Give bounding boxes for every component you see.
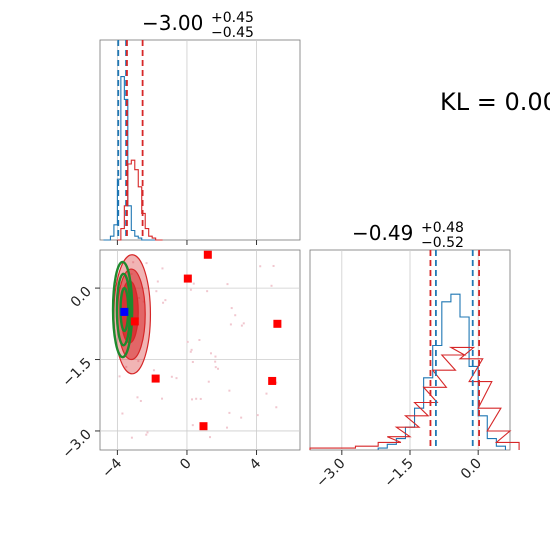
histogram-series xyxy=(117,159,163,241)
sample-dot xyxy=(259,265,262,268)
sample-dot xyxy=(125,365,128,368)
sample-dot xyxy=(214,366,217,369)
sample-dot xyxy=(191,360,194,363)
bottom-right-title-plus: +0.48 xyxy=(421,220,464,236)
sample-dot xyxy=(217,367,220,370)
x-tick-label: 0 xyxy=(177,456,195,474)
sample-dot xyxy=(230,307,233,310)
sample-dot xyxy=(206,290,209,293)
sample-dot xyxy=(145,262,148,265)
sample-dot xyxy=(155,290,158,293)
x-tick-label: 0.0 xyxy=(458,456,485,483)
sample-dot xyxy=(256,414,259,417)
top-left-title-minus: −0.45 xyxy=(211,25,254,41)
sample-dot xyxy=(136,396,139,399)
sample-dot xyxy=(189,288,192,291)
top-left-title: −3.00 xyxy=(142,11,203,35)
bottom-right-title-minus: −0.52 xyxy=(421,235,464,251)
sample-dot xyxy=(228,389,231,392)
sample-dot xyxy=(118,375,121,378)
sample-dot xyxy=(272,264,275,267)
x-tick-label: −4 xyxy=(99,455,125,481)
sample-dot xyxy=(132,261,135,264)
x-tick-label: 4 xyxy=(247,455,265,473)
sample-dot xyxy=(226,283,229,286)
kl-annotation: KL = 0.00 xyxy=(440,88,550,116)
sample-dot xyxy=(186,340,189,343)
sample-dot xyxy=(275,406,278,409)
sample-dot xyxy=(170,375,173,378)
sample-dot xyxy=(161,397,164,400)
sample-dot xyxy=(226,426,229,429)
top-left-panel: −3.00 +0.45 −0.45 xyxy=(99,10,301,245)
sample-dot xyxy=(229,323,232,326)
bottom-right-title: −0.49 xyxy=(352,221,413,245)
sample-dot xyxy=(162,301,165,304)
sample-dot xyxy=(190,348,193,351)
sample-dot xyxy=(270,284,273,287)
x-tick-label: −1.5 xyxy=(381,456,416,491)
sample-dot xyxy=(265,392,268,395)
histogram-series xyxy=(103,76,160,241)
sample-dot xyxy=(240,416,243,419)
blue-marker xyxy=(120,307,129,316)
sample-dot xyxy=(214,355,217,358)
sample-dot xyxy=(130,436,133,439)
sample-dot xyxy=(275,381,278,384)
sample-dot xyxy=(191,424,194,427)
top-left-title-plus: +0.45 xyxy=(211,10,254,26)
sample-dot xyxy=(207,380,210,383)
histogram-series xyxy=(377,293,507,450)
sample-dot xyxy=(164,299,167,302)
red-marker xyxy=(151,374,160,383)
red-marker xyxy=(273,319,282,328)
green-contour xyxy=(111,260,134,359)
y-tick-label: −1.5 xyxy=(59,355,94,390)
histogram-series xyxy=(309,346,520,450)
sample-dot xyxy=(192,282,195,285)
sample-dot xyxy=(209,436,212,439)
red-marker xyxy=(203,250,212,259)
sample-dot xyxy=(209,352,212,355)
sample-dot xyxy=(175,377,178,380)
red-marker xyxy=(183,274,192,283)
sample-dot xyxy=(189,350,192,353)
red-marker xyxy=(268,376,277,385)
red-marker xyxy=(130,317,139,326)
sample-dot xyxy=(152,369,155,372)
sample-dot xyxy=(191,398,194,401)
sample-dot xyxy=(242,322,245,325)
sample-dot xyxy=(137,360,140,363)
bottom-right-panel: −3.0 −1.5 0.0 −0.49 +0.48 −0.52 xyxy=(309,220,520,491)
sample-dot xyxy=(199,397,202,400)
red-marker xyxy=(199,422,208,431)
x-tick-label: −3.0 xyxy=(313,456,348,491)
sample-dot xyxy=(195,397,198,400)
sample-dot xyxy=(146,431,149,434)
sample-dot xyxy=(139,399,142,402)
y-tick-label: 0.0 xyxy=(68,284,95,311)
sample-dot xyxy=(121,412,124,415)
sample-dot xyxy=(234,314,237,317)
sample-dot xyxy=(198,338,201,341)
scatter-panel: −4 0 4 0.0 −1.5 −3.0 xyxy=(59,249,301,481)
y-tick-label: −3.0 xyxy=(59,426,94,461)
sample-dot xyxy=(161,267,164,270)
sample-dot xyxy=(240,324,243,327)
sample-dot xyxy=(228,411,231,414)
sample-dot xyxy=(145,433,148,436)
sample-dot xyxy=(214,360,217,363)
green-contour xyxy=(115,272,132,347)
sample-dot xyxy=(156,280,159,283)
